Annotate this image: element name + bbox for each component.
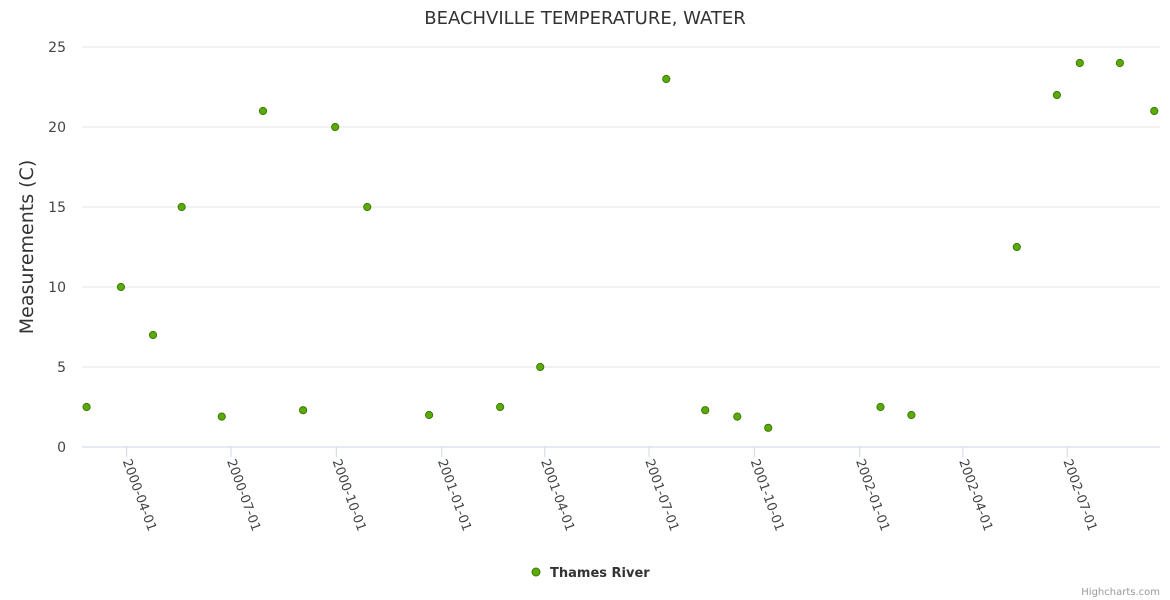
legend-item-label[interactable]: Thames River (550, 566, 650, 581)
y-tick-label: 15 (48, 200, 66, 216)
grid-lines (82, 46, 1160, 368)
scatter-points (82, 58, 1159, 432)
y-tick-label: 0 (57, 440, 66, 456)
y-tick-label: 20 (48, 120, 66, 136)
x-tick-label: 2000-04-01 (119, 457, 159, 533)
data-point[interactable] (82, 402, 91, 412)
legend-marker (531, 567, 541, 577)
data-point[interactable] (298, 406, 308, 415)
x-tick-label: 2000-10-01 (329, 457, 369, 533)
x-tick-label: 2001-10-01 (747, 457, 787, 533)
data-point[interactable] (1052, 90, 1061, 100)
x-tick-label: 2001-04-01 (537, 457, 577, 533)
x-tick-label: 2000-07-01 (223, 457, 263, 533)
data-point[interactable] (1075, 58, 1084, 68)
x-tick-label: 2002-07-01 (1059, 457, 1099, 533)
data-point[interactable] (496, 402, 505, 412)
data-point[interactable] (1115, 58, 1125, 68)
x-tick-label: 2001-07-01 (641, 457, 681, 533)
x-tick-label: 2001-01-01 (434, 457, 474, 533)
data-point[interactable] (177, 202, 186, 212)
y-axis-label: Measurements (C) (16, 160, 38, 334)
data-point[interactable] (258, 106, 268, 116)
data-point[interactable] (876, 402, 885, 412)
x-tick-labels: 2000-04-01 2000-07-01 2000-10-01 2001-01-01… (119, 447, 1099, 533)
data-point[interactable] (1012, 242, 1021, 252)
data-point[interactable] (425, 410, 434, 420)
x-tick-label: 2002-04-01 (955, 457, 995, 533)
data-point[interactable] (733, 412, 742, 421)
y-tick-label: 5 (57, 360, 66, 376)
data-point[interactable] (764, 423, 773, 432)
y-tick-label: 25 (48, 40, 66, 56)
legend[interactable]: Thames River (531, 566, 650, 581)
data-point[interactable] (536, 362, 545, 372)
data-point[interactable] (331, 122, 340, 132)
data-point[interactable] (1150, 106, 1159, 116)
y-tick-label: 10 (48, 280, 66, 296)
data-point[interactable] (907, 410, 916, 420)
data-point[interactable] (662, 74, 671, 84)
y-tick-labels: 0 5 10 15 20 25 (48, 40, 66, 456)
data-point[interactable] (363, 202, 372, 212)
x-tick-label: 2002-01-01 (852, 457, 892, 533)
chart-title: BEACHVILLE TEMPERATURE, WATER (424, 8, 746, 29)
data-point[interactable] (116, 282, 126, 292)
data-point[interactable] (217, 412, 226, 421)
data-point[interactable] (148, 330, 158, 340)
credits-link[interactable]: Highcharts.com (1081, 587, 1160, 598)
data-point[interactable] (701, 406, 710, 415)
